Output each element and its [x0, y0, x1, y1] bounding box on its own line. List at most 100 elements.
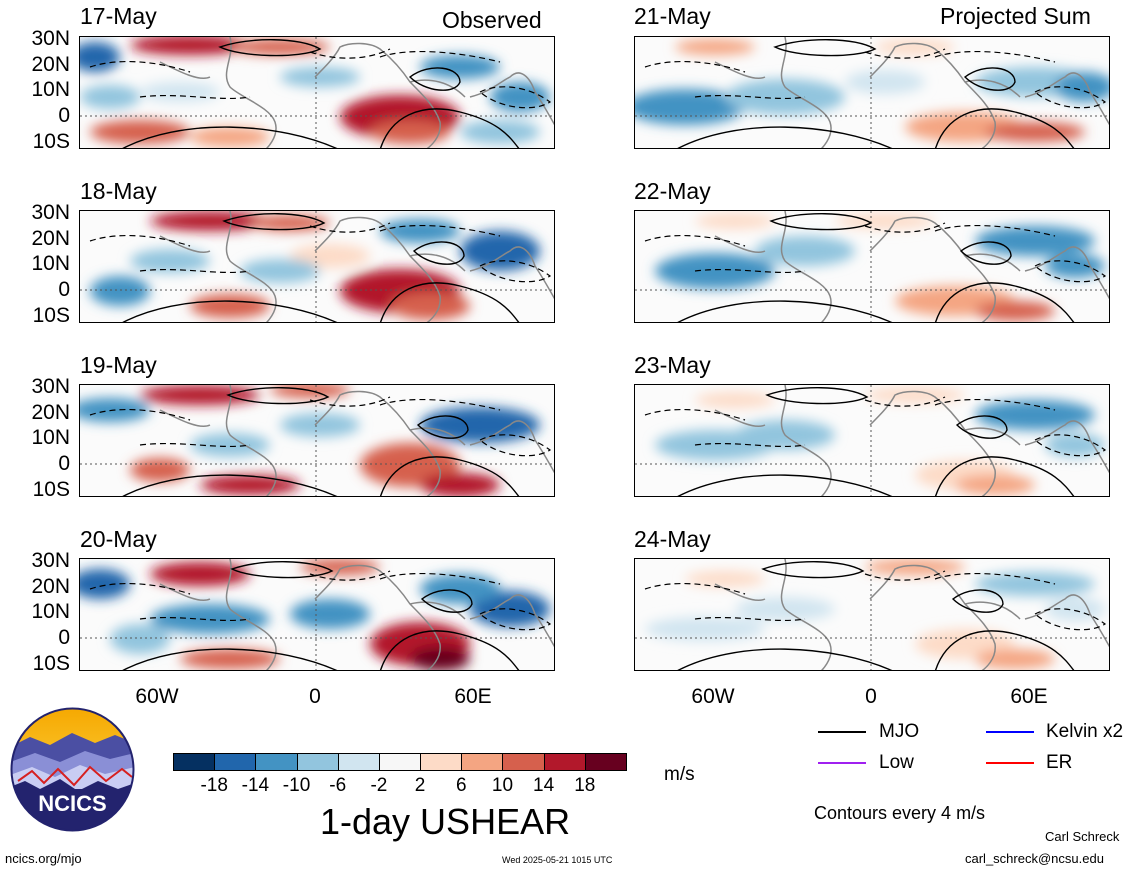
shear-field	[635, 385, 1109, 496]
observed-map-panel-2	[79, 210, 555, 323]
shear-blob	[1055, 72, 1109, 102]
shear-blob	[80, 569, 130, 599]
mjo-contour-negative	[1033, 86, 1107, 109]
shear-field	[635, 211, 1109, 322]
colorbar-swatch	[255, 753, 298, 771]
mjo-contour	[122, 300, 338, 322]
shear-blob	[140, 82, 220, 102]
lat-label: 30N	[31, 27, 70, 50]
coastline	[159, 235, 211, 253]
lat-label: 10S	[32, 130, 70, 153]
mjo-contour-negative	[864, 222, 946, 233]
author-email[interactable]: carl_schreck@ncsu.edu	[965, 851, 1104, 866]
lon-label: 60E	[454, 685, 492, 708]
lon-label: 0	[865, 685, 877, 708]
coastline	[1089, 265, 1109, 300]
shear-blob	[190, 294, 270, 318]
colorbar-tick-label: -2	[370, 775, 388, 796]
panel-date: 19-May	[80, 352, 157, 378]
coastline	[469, 72, 536, 98]
shear-blob	[845, 70, 925, 94]
mjo-contour-negative	[379, 50, 501, 63]
ncics-logo: NCICS	[10, 707, 135, 832]
mjo-contour-negative	[478, 434, 552, 457]
mjo-contour	[222, 213, 326, 231]
colorbar-swatch	[296, 753, 339, 771]
mjo-contour	[955, 415, 1008, 439]
lon-label: 60E	[1010, 685, 1048, 708]
shear-blob	[290, 599, 370, 629]
mjo-contour-negative	[644, 234, 746, 247]
mjo-contour-negative	[1033, 608, 1107, 631]
logo-text: NCICS	[38, 791, 106, 816]
lat-label: 10N	[31, 600, 70, 623]
mjo-contour-negative	[478, 260, 552, 283]
mjo-contour-negative	[694, 268, 806, 274]
mjo-contour-negative	[864, 570, 946, 581]
shear-blob	[755, 236, 855, 266]
panel-date: 22-May	[634, 178, 711, 204]
coastline	[409, 601, 466, 620]
mjo-contour-negative	[379, 224, 501, 237]
mjo-contour-negative	[309, 222, 391, 233]
mjo-contour	[416, 415, 469, 439]
lat-label: 10S	[32, 304, 70, 327]
shear-blob	[240, 259, 320, 283]
mjo-contour-negative	[139, 268, 251, 274]
mjo-contour-negative	[1033, 260, 1107, 283]
projected-map-panel-2	[634, 210, 1110, 323]
coastline	[469, 420, 536, 446]
mjo-contour	[761, 561, 865, 579]
shear-blob	[955, 475, 1035, 495]
shear-blob	[190, 127, 270, 147]
shear-field	[635, 37, 1109, 148]
coastline	[714, 235, 766, 253]
coastline	[409, 253, 466, 272]
lat-label: 0	[58, 452, 70, 475]
panel-date: 20-May	[80, 526, 157, 552]
shear-blob	[110, 624, 170, 654]
coastline	[534, 439, 554, 474]
shear-field	[635, 559, 1109, 670]
shear-blob	[675, 39, 755, 55]
coastline	[964, 427, 1021, 446]
coastline	[534, 91, 554, 126]
coastline	[159, 583, 211, 601]
mjo-contour	[122, 126, 338, 148]
lat-label: 20N	[31, 227, 70, 250]
lat-label: 0	[58, 626, 70, 649]
mjo-contour-negative	[644, 60, 746, 73]
mjo-contour-negative	[478, 86, 552, 109]
coastline	[225, 385, 277, 496]
site-link[interactable]: ncics.org/mjo	[5, 851, 82, 866]
mjo-contour	[379, 456, 520, 496]
projected-map-panel-3	[634, 384, 1110, 497]
shear-blob	[655, 253, 775, 289]
coastline	[314, 390, 441, 496]
shear-blob	[80, 42, 120, 72]
lat-label: 30N	[31, 201, 70, 224]
legend-label: ER	[1046, 752, 1073, 773]
coastline	[314, 42, 441, 148]
shear-blob	[180, 649, 280, 669]
shear-blob	[635, 89, 745, 125]
mjo-contour	[122, 474, 338, 496]
coastline	[1089, 91, 1109, 126]
panel-date: 23-May	[634, 352, 711, 378]
mjo-contour-negative	[309, 396, 391, 407]
shear-field	[80, 37, 554, 148]
mjo-contour-negative	[694, 442, 806, 448]
legend-line-mjo	[818, 731, 866, 733]
mjo-contour	[230, 561, 334, 579]
coastline	[534, 265, 554, 300]
coastline	[159, 61, 211, 79]
panel-date: 21-May	[634, 3, 711, 29]
mjo-contour-negative	[89, 234, 191, 247]
colorbar-swatch	[173, 753, 216, 771]
coastline	[964, 601, 1021, 620]
shear-blob	[410, 647, 470, 670]
mjo-contour-negative	[89, 408, 191, 421]
shear-blob	[290, 244, 370, 268]
coastline	[869, 564, 996, 670]
mjo-contour	[677, 648, 893, 670]
